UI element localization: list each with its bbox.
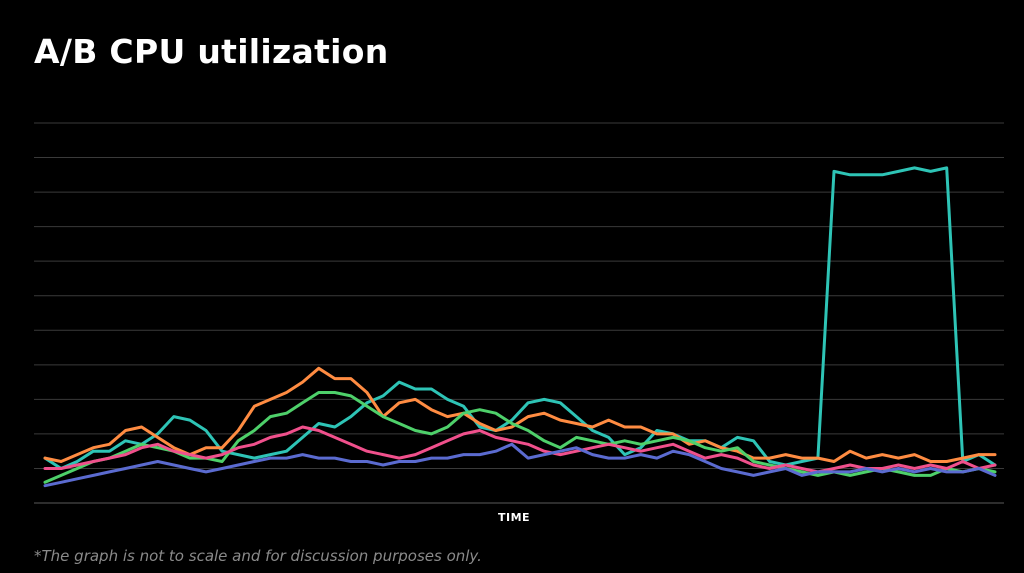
series-line-1 [43, 166, 997, 470]
series-line-2 [43, 366, 997, 463]
series-line-4 [43, 425, 997, 474]
footnote: *The graph is not to scale and for discu… [34, 547, 482, 565]
series-lines [43, 166, 997, 488]
gridlines [34, 122, 1004, 504]
x-axis-label: TIME [498, 511, 530, 524]
chart-title: A/B CPU utilization [34, 32, 389, 71]
series-line-5 [43, 442, 997, 488]
